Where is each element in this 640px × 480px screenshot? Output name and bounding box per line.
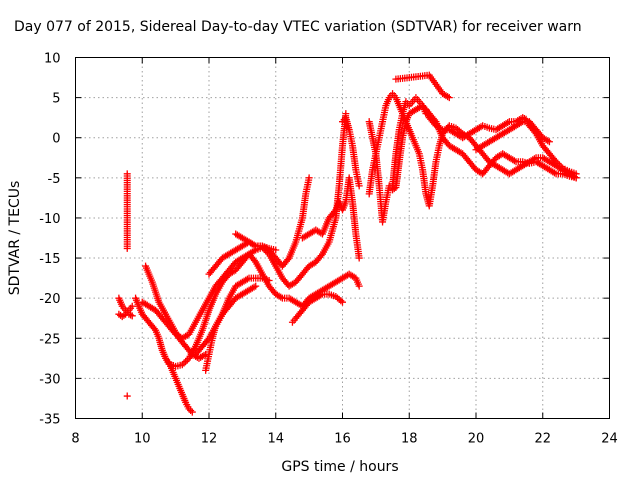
data-point [550, 169, 558, 177]
y-tick-label: 10 [44, 52, 61, 67]
series-sat-g [165, 358, 196, 416]
data-point [183, 356, 191, 364]
x-axis-title: GPS time / hours [281, 459, 398, 475]
data-point [510, 157, 518, 165]
x-tick-label: 8 [71, 432, 79, 447]
data-point [544, 137, 552, 145]
data-point [265, 277, 273, 285]
data-point [317, 291, 325, 299]
y-tick-label: -20 [39, 292, 60, 307]
data-point [250, 247, 258, 255]
series-sat-p [365, 102, 580, 226]
series-sat-t [392, 71, 453, 102]
data-point [572, 170, 580, 178]
y-tick-label: -35 [39, 413, 60, 428]
x-axis-tick-labels: 8 10 12 14 16 18 20 22 24 [71, 432, 617, 447]
data-point [120, 311, 128, 319]
data-point [317, 252, 325, 260]
series-sat-k [232, 174, 313, 270]
data-point [180, 359, 188, 367]
y-axis-title: SDTVAR / TECUs [7, 181, 23, 296]
data-point [128, 302, 136, 310]
data-point [185, 405, 193, 413]
data-point [355, 182, 363, 190]
series-sat-s [472, 118, 553, 154]
series-sat-i [202, 274, 273, 374]
series-sat-n [339, 114, 363, 190]
grid-lines [75, 57, 610, 419]
y-tick-label: 5 [52, 92, 60, 107]
x-tick-label: 20 [468, 432, 485, 447]
data-point [337, 297, 345, 305]
series-sat-r [422, 106, 580, 178]
data-point [554, 159, 562, 167]
data-point [272, 246, 280, 254]
x-tick-label: 12 [201, 432, 218, 447]
x-tick-label: 10 [134, 432, 151, 447]
y-tick-label: 0 [52, 132, 60, 147]
data-point [243, 275, 251, 283]
data-point [355, 254, 363, 262]
data-points [115, 71, 580, 416]
data-point [355, 282, 363, 290]
x-tick-label: 14 [267, 432, 284, 447]
y-tick-label: -25 [39, 332, 60, 347]
series-sat-q [389, 94, 430, 190]
data-point [552, 158, 560, 166]
series-sat-e [138, 250, 363, 342]
y-tick-label: -10 [39, 212, 60, 227]
data-point [277, 293, 285, 301]
data-point [305, 174, 313, 182]
data-point [284, 256, 292, 264]
data-point [204, 336, 212, 344]
chart-title: Day 077 of 2015, Sidereal Day-to-day VTE… [14, 19, 582, 35]
data-point [555, 161, 563, 169]
x-tick-label: 24 [601, 432, 618, 447]
data-point [444, 93, 452, 101]
x-tick-label: 18 [401, 432, 418, 447]
y-tick-label: -30 [39, 372, 60, 387]
data-point [250, 256, 258, 264]
data-point [188, 408, 196, 416]
axis-ticks [75, 57, 610, 419]
data-point [545, 138, 553, 146]
series-sat-b [115, 302, 136, 321]
x-tick-label: 22 [534, 432, 551, 447]
y-tick-label: -5 [48, 172, 61, 187]
data-point [150, 325, 158, 333]
data-point [551, 156, 559, 164]
data-point [445, 94, 453, 102]
data-point [250, 241, 258, 249]
series-sat-m [298, 174, 363, 262]
data-point [504, 119, 512, 127]
data-point [123, 392, 131, 400]
data-point [200, 351, 208, 359]
series-sat-c [123, 170, 131, 400]
series-sat-l [288, 290, 346, 326]
data-point [250, 283, 258, 291]
data-point [123, 244, 131, 252]
data-point [178, 361, 186, 369]
data-point [252, 282, 260, 290]
y-axis-tick-labels: 10 5 0 -5 -10 -15 -20 -25 -30 -35 [39, 52, 60, 428]
data-point [187, 406, 195, 414]
data-point [128, 312, 136, 320]
data-point [517, 119, 525, 127]
data-point [557, 163, 565, 171]
y-tick-label: -15 [39, 252, 60, 267]
data-point [339, 298, 346, 306]
series-sat-f [142, 262, 210, 362]
data-point [330, 208, 338, 216]
data-point [437, 125, 445, 133]
x-tick-label: 16 [334, 432, 351, 447]
data-point [182, 358, 190, 366]
